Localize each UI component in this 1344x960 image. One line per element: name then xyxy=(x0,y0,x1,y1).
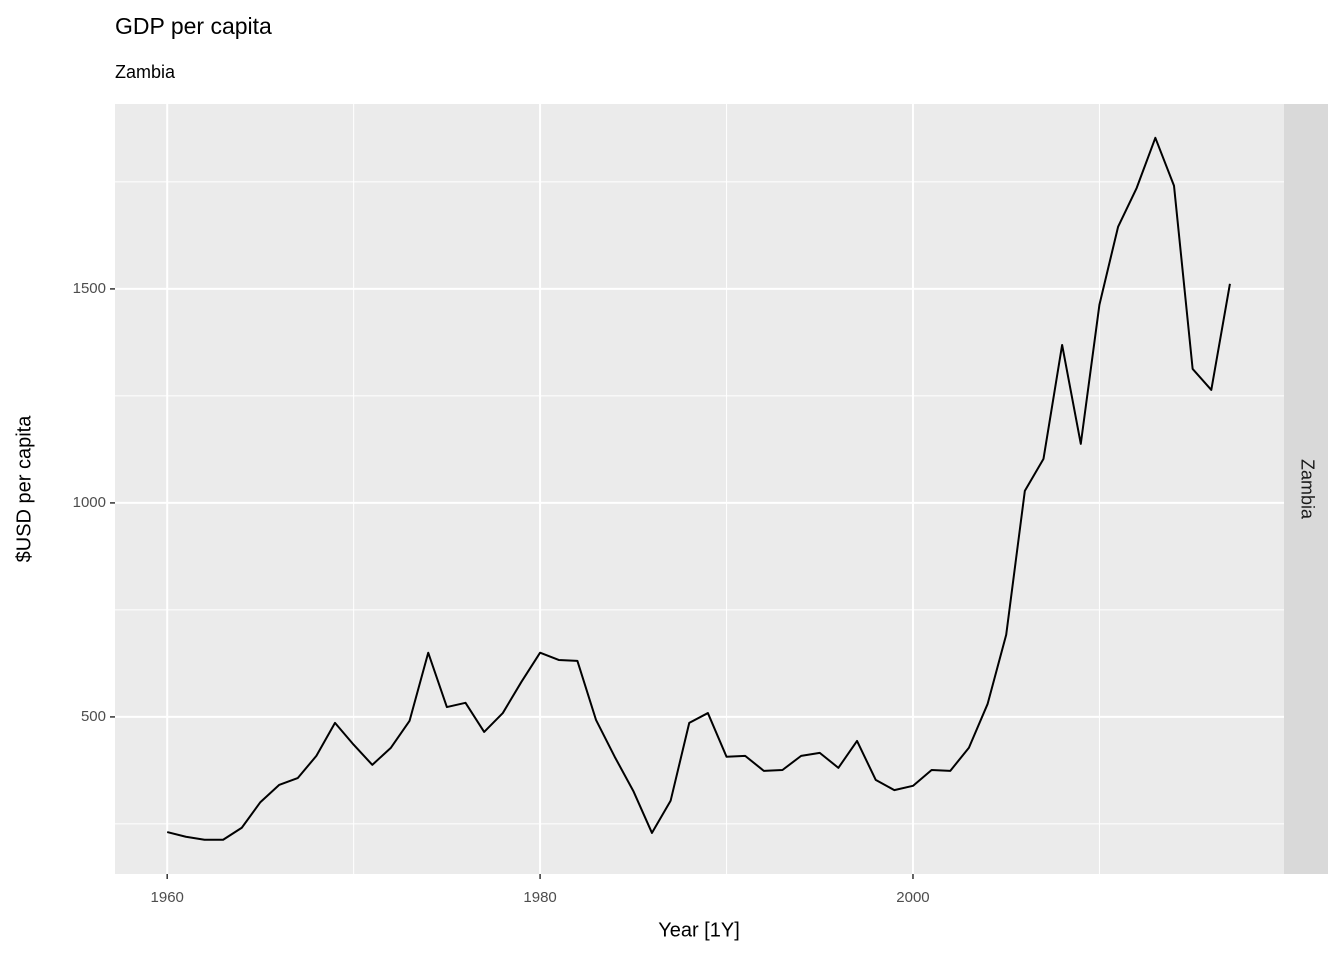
x-axis-label: Year [1Y] xyxy=(658,919,740,941)
facet-label: Zambia xyxy=(1297,459,1317,520)
y-tick-label: 1500 xyxy=(73,280,106,297)
x-tick-label: 1960 xyxy=(151,889,184,906)
y-axis-label: $USD per capita xyxy=(13,415,35,563)
y-tick-label: 500 xyxy=(81,708,106,725)
panel xyxy=(115,104,1284,874)
facet-strip xyxy=(1284,104,1328,874)
y-tick-label: 1000 xyxy=(73,494,106,511)
chart-title: GDP per capita xyxy=(115,13,272,39)
x-tick-label: 1980 xyxy=(523,889,556,906)
data-line xyxy=(166,136,1231,841)
chart-subtitle: Zambia xyxy=(115,62,176,82)
x-tick-label: 2000 xyxy=(896,889,929,906)
